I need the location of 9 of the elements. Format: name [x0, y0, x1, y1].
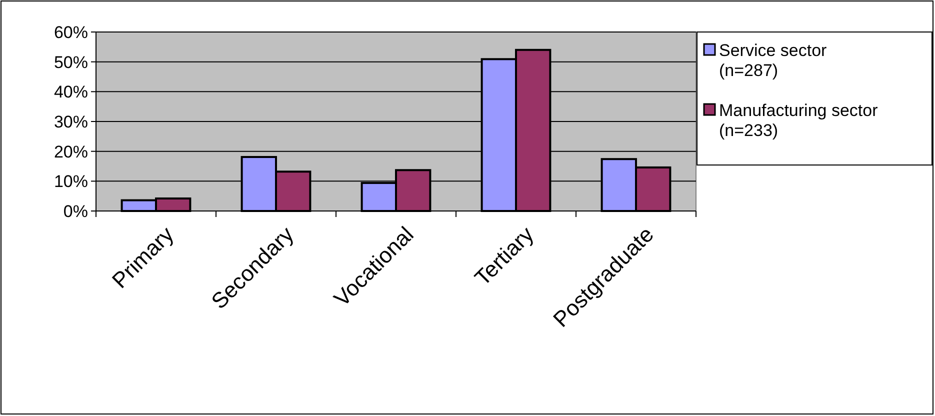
y-tick-label: 30%	[54, 112, 88, 132]
legend-label: Service sector (n=287)	[719, 40, 828, 80]
legend-label: Manufacturing sector (n=233)	[719, 100, 878, 140]
y-tick-label: 20%	[54, 142, 88, 162]
y-tick-label: 40%	[54, 82, 88, 102]
y-tick-label: 50%	[54, 52, 88, 72]
y-tick-label: 0%	[63, 202, 88, 221]
y-tick-label: 60%	[54, 22, 88, 42]
y-tick-label: 10%	[54, 172, 88, 192]
